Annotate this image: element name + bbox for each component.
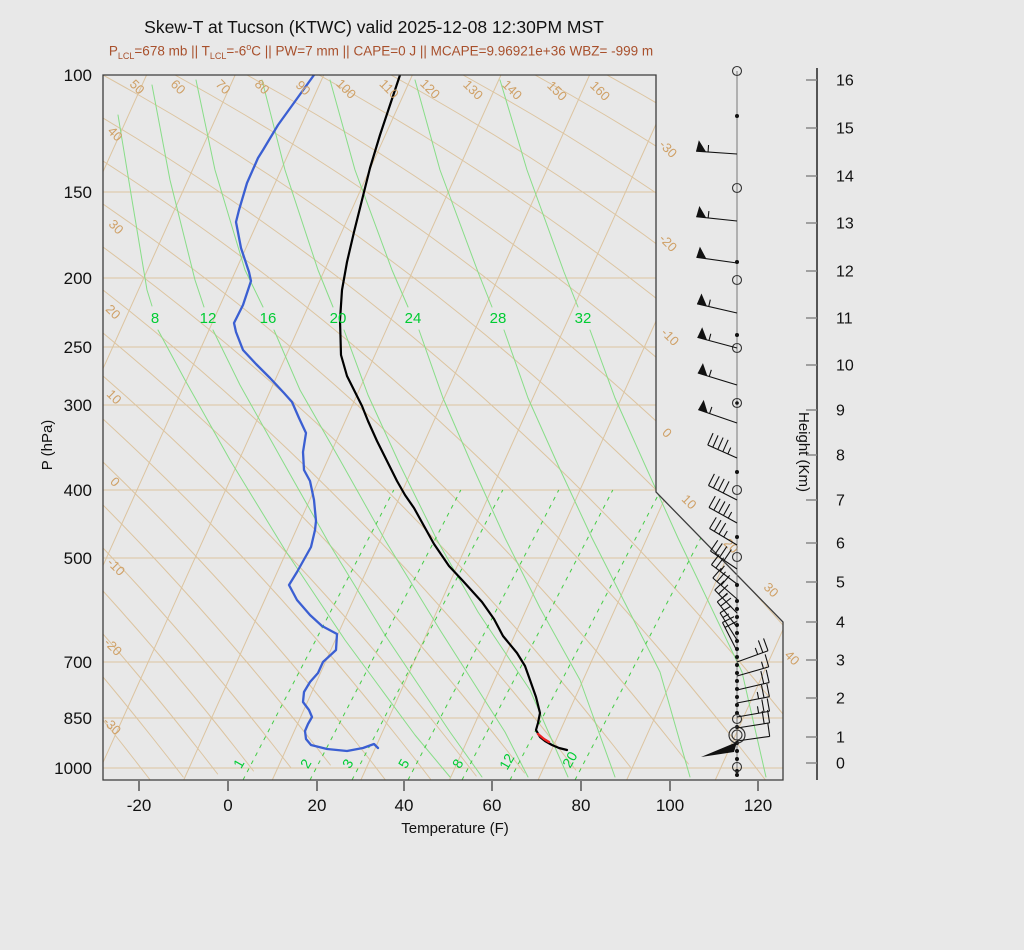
svg-text:P (hPa): P (hPa) xyxy=(39,420,56,471)
svg-text:80: 80 xyxy=(572,796,591,815)
svg-text:30: 30 xyxy=(106,216,127,237)
svg-text:8: 8 xyxy=(836,448,845,465)
svg-text:3: 3 xyxy=(339,756,357,771)
svg-text:70: 70 xyxy=(213,76,234,97)
svg-text:24: 24 xyxy=(405,310,422,327)
chart-title: Skew-T at Tucson (KTWC) valid 2025-12-08… xyxy=(144,17,604,37)
svg-text:10: 10 xyxy=(836,358,854,375)
svg-text:60: 60 xyxy=(483,796,502,815)
subtitle-fragment: LCL xyxy=(209,51,227,62)
subtitle-fragment: =-6 xyxy=(226,43,247,59)
subtitle-fragment: o xyxy=(246,42,252,52)
svg-text:100: 100 xyxy=(64,66,92,85)
svg-text:10: 10 xyxy=(104,386,125,407)
subtitle-fragment: P xyxy=(108,43,118,59)
svg-text:0: 0 xyxy=(223,796,232,815)
svg-text:4: 4 xyxy=(836,615,845,632)
svg-text:120: 120 xyxy=(744,796,772,815)
svg-text:100: 100 xyxy=(656,796,684,815)
svg-text:500: 500 xyxy=(64,549,92,568)
svg-text:200: 200 xyxy=(64,269,92,288)
svg-text:0: 0 xyxy=(659,425,675,441)
svg-text:Temperature (F): Temperature (F) xyxy=(401,820,509,837)
svg-text:250: 250 xyxy=(64,338,92,357)
svg-text:12: 12 xyxy=(836,264,854,281)
svg-text:32: 32 xyxy=(575,310,592,327)
svg-text:10: 10 xyxy=(679,491,700,512)
svg-text:2: 2 xyxy=(297,756,315,771)
svg-text:8: 8 xyxy=(449,756,467,771)
svg-text:30: 30 xyxy=(761,579,782,600)
svg-text:1000: 1000 xyxy=(54,759,92,778)
chart-subtitle: PLCL=678 mb || TLCL=-6oC || PW=7 mm || C… xyxy=(0,42,762,61)
svg-text:150: 150 xyxy=(64,183,92,202)
svg-text:9: 9 xyxy=(836,403,845,420)
svg-text:60: 60 xyxy=(168,76,189,97)
svg-text:40: 40 xyxy=(395,796,414,815)
svg-text:160: 160 xyxy=(587,78,613,104)
subtitle-fragment: =678 mb || T xyxy=(134,43,210,59)
svg-text:12: 12 xyxy=(496,751,518,773)
svg-text:6: 6 xyxy=(836,536,845,553)
svg-text:100: 100 xyxy=(333,76,359,102)
svg-text:1: 1 xyxy=(230,756,248,771)
svg-text:130: 130 xyxy=(460,77,486,103)
svg-text:20: 20 xyxy=(330,310,347,327)
svg-text:0: 0 xyxy=(836,756,845,773)
svg-text:5: 5 xyxy=(395,756,413,771)
svg-text:-30: -30 xyxy=(656,137,680,161)
svg-text:-30: -30 xyxy=(100,714,124,738)
svg-text:3: 3 xyxy=(836,653,845,670)
svg-text:16: 16 xyxy=(836,73,854,90)
svg-text:700: 700 xyxy=(64,653,92,672)
svg-text:-10: -10 xyxy=(658,325,682,349)
svg-text:300: 300 xyxy=(64,396,92,415)
subtitle-fragment: LCL xyxy=(117,51,135,62)
svg-text:12: 12 xyxy=(200,310,217,327)
svg-text:Height (Km): Height (Km) xyxy=(795,412,812,492)
svg-text:0: 0 xyxy=(107,474,123,490)
svg-text:7: 7 xyxy=(836,493,845,510)
svg-text:20: 20 xyxy=(308,796,327,815)
svg-text:-20: -20 xyxy=(656,231,680,255)
svg-text:1: 1 xyxy=(836,730,845,747)
svg-text:850: 850 xyxy=(64,709,92,728)
svg-text:150: 150 xyxy=(544,78,570,104)
svg-text:11: 11 xyxy=(836,311,853,328)
subtitle-fragment: C || PW=7 mm || CAPE=0 J || MCAPE=9.9692… xyxy=(251,43,654,59)
svg-text:400: 400 xyxy=(64,481,92,500)
svg-text:14: 14 xyxy=(836,169,854,186)
svg-text:5: 5 xyxy=(836,575,845,592)
svg-text:2: 2 xyxy=(836,691,845,708)
svg-text:40: 40 xyxy=(782,647,803,668)
svg-text:20: 20 xyxy=(559,749,581,771)
svg-text:28: 28 xyxy=(490,310,507,327)
svg-text:-20: -20 xyxy=(127,796,152,815)
svg-text:15: 15 xyxy=(836,121,854,138)
svg-text:16: 16 xyxy=(260,310,277,327)
svg-text:120: 120 xyxy=(417,76,443,102)
svg-text:20: 20 xyxy=(103,301,124,322)
svg-text:13: 13 xyxy=(836,216,854,233)
svg-text:140: 140 xyxy=(499,77,525,103)
svg-text:8: 8 xyxy=(151,310,159,327)
